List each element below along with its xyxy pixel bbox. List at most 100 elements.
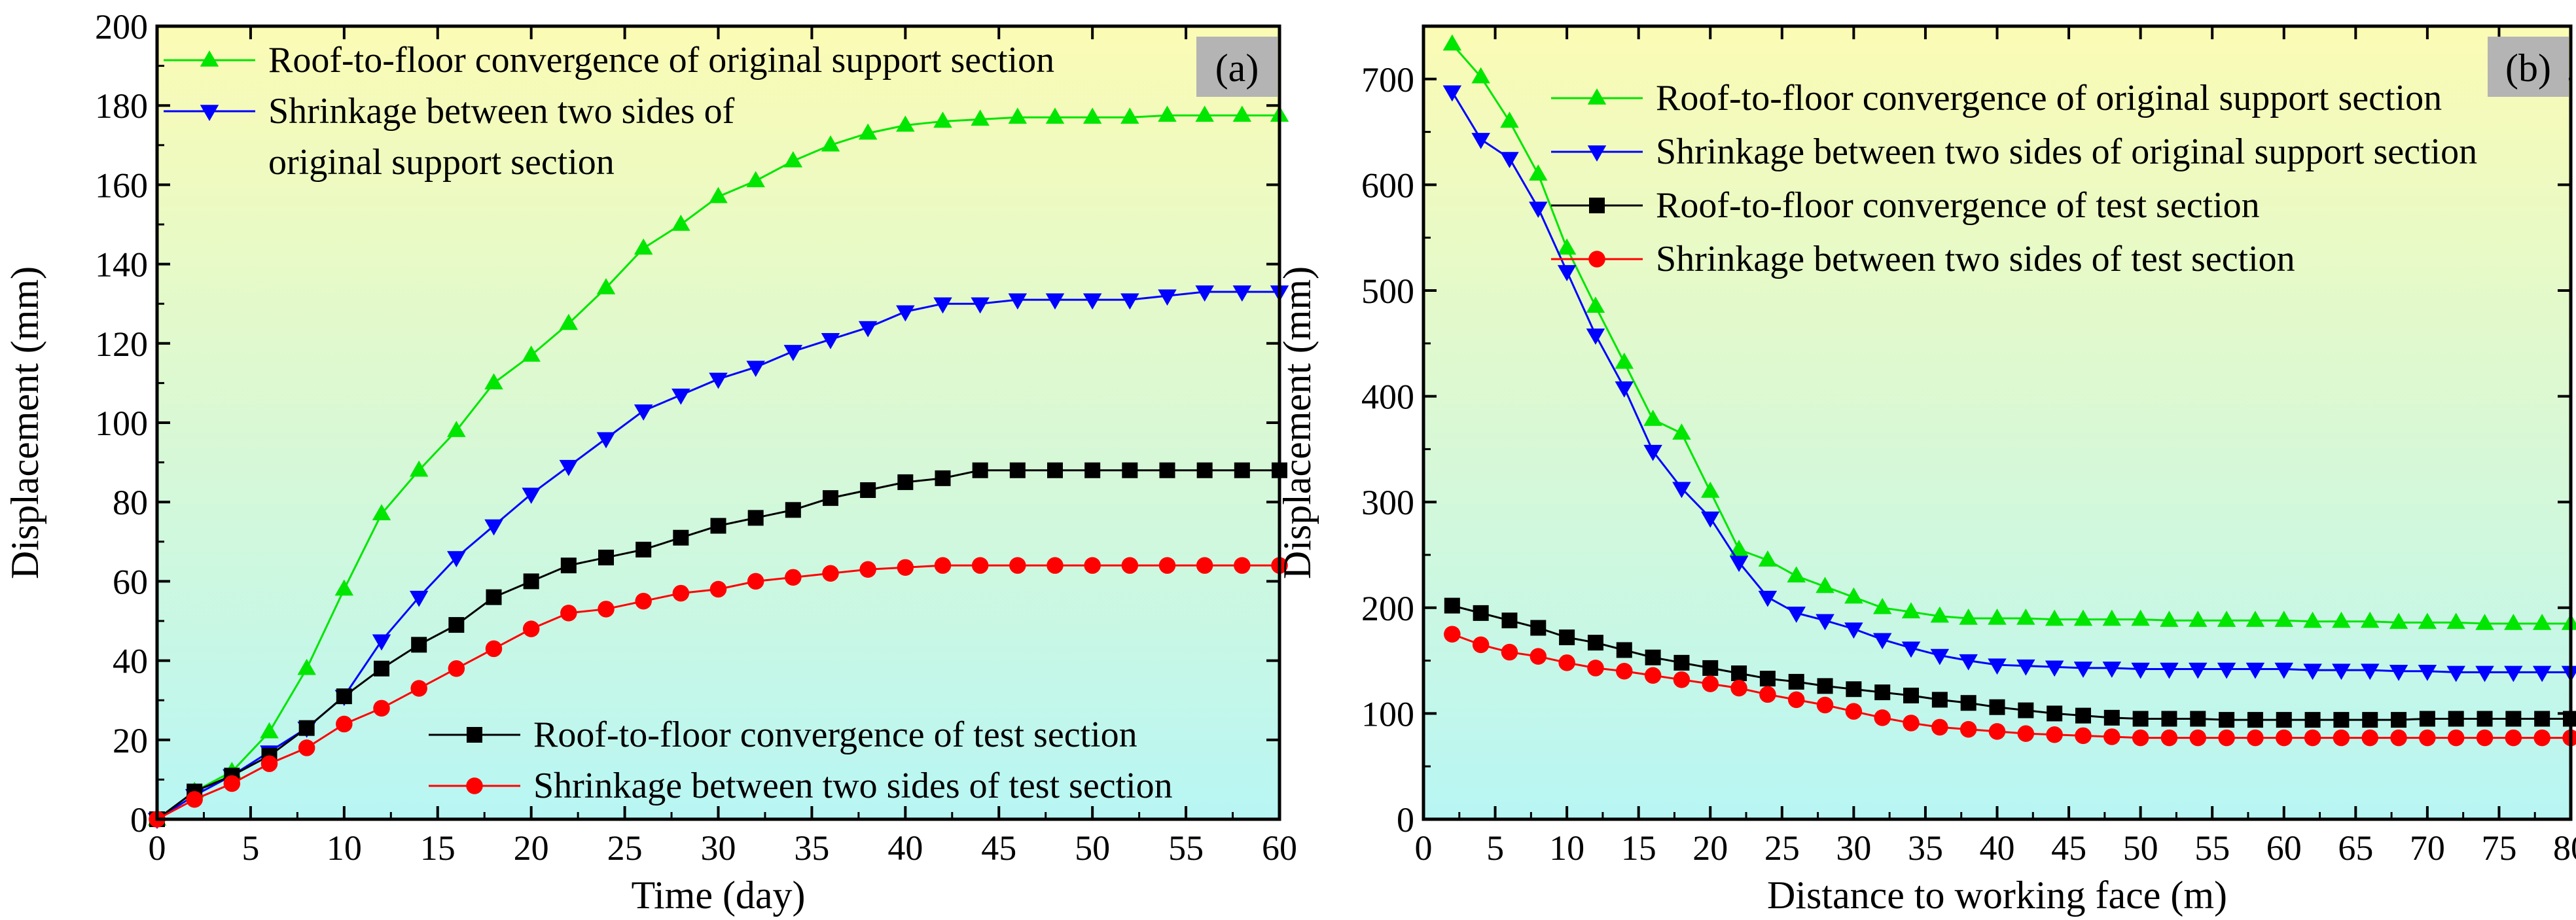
data-point bbox=[2360, 611, 2380, 628]
y-axis-title: Displacement (mm) bbox=[3, 266, 46, 579]
data-point bbox=[336, 715, 353, 733]
data-point bbox=[2245, 662, 2265, 679]
legend-label: original support section bbox=[268, 142, 615, 183]
data-point bbox=[2418, 665, 2437, 681]
data-point bbox=[1758, 550, 1778, 567]
legend-label: Roof-to-floor convergence of original su… bbox=[1656, 78, 2442, 118]
data-point bbox=[2016, 608, 2035, 625]
x-tick-label: 75 bbox=[2481, 828, 2516, 868]
data-point bbox=[671, 388, 690, 405]
y-tick-label: 500 bbox=[1361, 272, 1414, 311]
panel-label-box bbox=[2488, 37, 2569, 97]
x-axis-title: Time (day) bbox=[631, 874, 805, 917]
x-tick-label: 35 bbox=[1908, 828, 1943, 868]
data-point bbox=[897, 559, 914, 576]
data-point bbox=[1473, 605, 1489, 621]
data-point bbox=[297, 658, 316, 675]
data-point bbox=[1673, 654, 1690, 671]
y-tick-label: 400 bbox=[1361, 378, 1414, 417]
data-point bbox=[223, 775, 241, 792]
data-point bbox=[2073, 662, 2093, 678]
series-line bbox=[1451, 43, 2571, 625]
data-point bbox=[821, 332, 840, 349]
data-point bbox=[2218, 729, 2235, 747]
x-tick-label: 25 bbox=[1764, 828, 1800, 868]
data-point bbox=[1872, 633, 1892, 650]
data-point bbox=[598, 550, 614, 566]
data-point bbox=[672, 584, 690, 602]
series-line bbox=[1452, 605, 2571, 721]
data-point bbox=[484, 373, 503, 390]
data-point bbox=[1047, 462, 1063, 478]
data-point bbox=[1084, 462, 1101, 478]
data-point bbox=[448, 617, 465, 633]
data-point bbox=[1845, 703, 1863, 720]
x-tick-label: 10 bbox=[327, 828, 362, 868]
data-point bbox=[522, 345, 541, 362]
data-point bbox=[1758, 590, 1778, 607]
data-point bbox=[2361, 729, 2378, 747]
x-tick-label: 50 bbox=[1075, 828, 1110, 868]
data-point bbox=[2017, 725, 2035, 742]
x-tick-label: 60 bbox=[1262, 828, 1297, 868]
x-tick-label: 5 bbox=[241, 828, 259, 868]
data-point bbox=[2533, 729, 2550, 747]
data-point bbox=[2333, 729, 2350, 747]
data-point bbox=[933, 111, 952, 128]
data-point bbox=[1558, 654, 1575, 671]
data-point bbox=[560, 605, 577, 622]
series-sides_original bbox=[147, 285, 1289, 829]
data-point bbox=[2532, 665, 2552, 682]
x-tick-label: 45 bbox=[2051, 828, 2086, 868]
panel-label: (a) bbox=[1215, 46, 1259, 90]
data-point bbox=[934, 557, 952, 574]
data-point bbox=[635, 541, 652, 557]
data-point bbox=[1234, 557, 1251, 574]
data-point bbox=[1500, 152, 1519, 168]
x-tick-label: 15 bbox=[1621, 828, 1656, 868]
data-point bbox=[298, 720, 315, 736]
data-point bbox=[1701, 511, 1720, 528]
data-point bbox=[1009, 462, 1026, 478]
series-sides_test bbox=[1444, 626, 2576, 747]
y-tick-label: 300 bbox=[1361, 483, 1414, 522]
data-point bbox=[1587, 635, 1603, 651]
data-point bbox=[1930, 606, 1950, 623]
data-point bbox=[635, 592, 652, 610]
data-point bbox=[1500, 111, 1519, 128]
data-point bbox=[1730, 679, 1747, 697]
x-tick-label: 80 bbox=[2553, 828, 2576, 868]
y-tick-label: 160 bbox=[95, 166, 148, 205]
series-line bbox=[1451, 91, 2571, 673]
panel-label: (b) bbox=[2505, 46, 2551, 90]
legend-marker bbox=[200, 105, 219, 121]
data-point bbox=[1120, 293, 1139, 310]
data-point bbox=[372, 504, 391, 521]
y-tick-label: 60 bbox=[113, 562, 148, 601]
data-point bbox=[896, 115, 915, 132]
data-point bbox=[1586, 296, 1605, 313]
data-point bbox=[2389, 612, 2408, 629]
data-point bbox=[260, 755, 278, 772]
x-tick-label: 20 bbox=[514, 828, 549, 868]
legend-label: Shrinkage between two sides of bbox=[268, 91, 735, 132]
data-point bbox=[2504, 614, 2523, 630]
data-point bbox=[1471, 133, 1490, 149]
data-point bbox=[1158, 289, 1177, 306]
data-point bbox=[1672, 423, 1691, 440]
data-point bbox=[2160, 729, 2178, 747]
data-point bbox=[1787, 691, 1805, 709]
data-point bbox=[1672, 482, 1691, 499]
data-point bbox=[559, 313, 579, 330]
data-point bbox=[709, 580, 727, 598]
data-point bbox=[2505, 711, 2522, 727]
data-point bbox=[1045, 107, 1065, 124]
x-tick-label: 30 bbox=[701, 828, 736, 868]
data-point bbox=[785, 502, 801, 518]
data-point bbox=[2446, 612, 2465, 629]
data-point bbox=[447, 421, 466, 437]
data-point bbox=[1008, 107, 1028, 124]
data-point bbox=[1082, 107, 1102, 124]
data-point bbox=[484, 519, 503, 536]
data-point bbox=[2217, 662, 2236, 679]
